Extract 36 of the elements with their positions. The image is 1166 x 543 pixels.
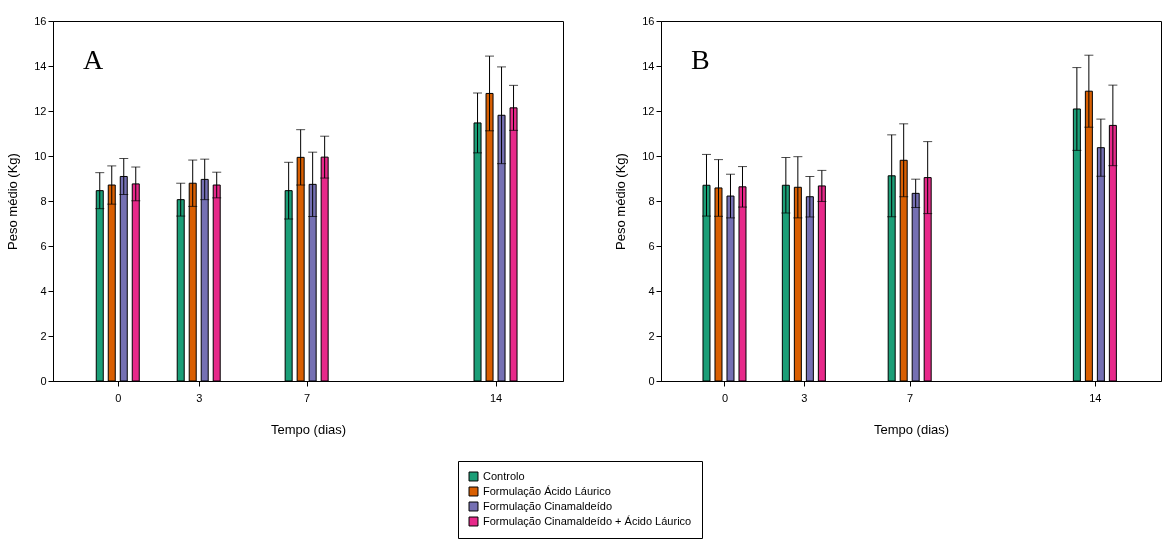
x-tick-label: 3 bbox=[801, 391, 808, 404]
legend-label: Formulação Cinamaldeído bbox=[483, 499, 613, 512]
x-tick-label: 14 bbox=[1089, 391, 1102, 404]
y-tick-label: 8 bbox=[40, 194, 47, 207]
x-tick-label: 0 bbox=[115, 391, 122, 404]
y-tick-label: 8 bbox=[648, 194, 655, 207]
x-tick-label: 14 bbox=[489, 391, 503, 404]
legend-label: Controlo bbox=[483, 469, 525, 482]
y-tick-label: 2 bbox=[648, 329, 655, 342]
y-axis-title: Peso médio (Kg) bbox=[5, 153, 21, 250]
y-tick-label: 12 bbox=[642, 104, 655, 117]
y-tick-label: 4 bbox=[648, 284, 655, 297]
y-tick-label: 0 bbox=[40, 374, 47, 387]
y-tick-label: 14 bbox=[642, 59, 655, 72]
y-tick-label: 4 bbox=[40, 284, 47, 297]
annotation: B bbox=[691, 44, 710, 75]
annotation: A bbox=[83, 44, 104, 75]
x-axis-title: Tempo (dias) bbox=[270, 421, 347, 437]
legend-label: Formulação Cinamaldeído + Ácido Láurico bbox=[483, 514, 692, 527]
y-tick-label: 2 bbox=[40, 329, 47, 342]
y-axis-title: Peso médio (Kg) bbox=[613, 153, 629, 250]
y-tick-label: 12 bbox=[34, 104, 47, 117]
y-tick-label: 6 bbox=[40, 239, 47, 252]
x-tick-label: 7 bbox=[304, 391, 311, 404]
x-tick-label: 0 bbox=[721, 391, 729, 404]
y-tick-label: 6 bbox=[648, 239, 655, 252]
x-axis-title: Tempo (dias) bbox=[873, 421, 950, 437]
x-tick-label: 7 bbox=[907, 391, 914, 404]
legend-label: Formulação Ácido Láurico bbox=[483, 484, 611, 497]
y-tick-label: 14 bbox=[34, 59, 47, 72]
y-tick-label: 16 bbox=[34, 14, 47, 27]
y-tick-label: 16 bbox=[642, 14, 655, 27]
y-tick-label: 10 bbox=[642, 149, 655, 162]
y-tick-label: 0 bbox=[648, 374, 655, 387]
x-tick-label: 3 bbox=[196, 391, 203, 404]
y-tick-label: 10 bbox=[34, 149, 47, 162]
